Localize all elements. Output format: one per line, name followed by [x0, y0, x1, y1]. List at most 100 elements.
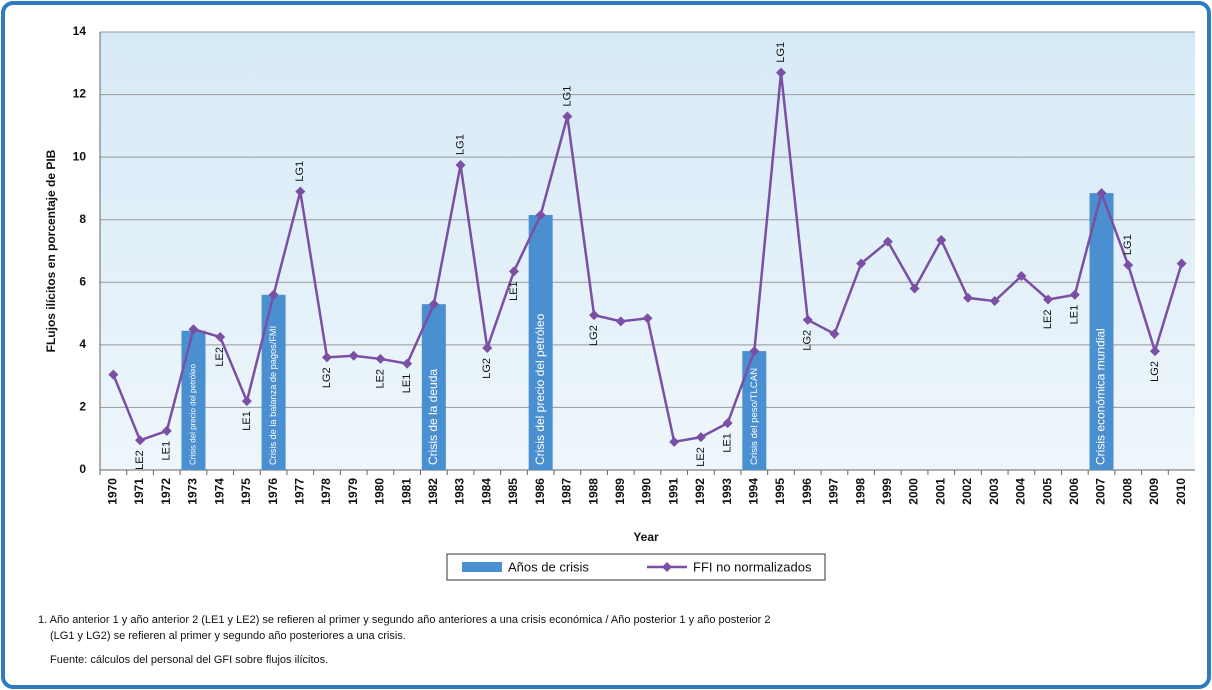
- x-tick-label: 1986: [533, 478, 547, 505]
- y-tick-label: 14: [73, 24, 87, 38]
- y-tick-label: 6: [79, 274, 86, 288]
- x-tick-label: 1992: [693, 478, 707, 505]
- x-tick-label: 1983: [453, 478, 467, 505]
- bar: [1089, 193, 1114, 470]
- x-tick-label: 2000: [907, 478, 921, 505]
- point-label: LG2: [588, 325, 600, 346]
- point: [135, 435, 146, 446]
- note: Fuente: cálculos del personal del GFI so…: [50, 654, 328, 666]
- point: [1149, 346, 1160, 357]
- x-tick-label: 1997: [827, 478, 841, 505]
- point: [188, 324, 199, 335]
- point: [856, 258, 867, 269]
- point: [402, 358, 413, 369]
- point-label: LE1: [161, 441, 173, 461]
- x-tick-label: 1991: [666, 478, 680, 505]
- bar: [421, 304, 446, 470]
- y-tick-label: 0: [79, 462, 86, 476]
- x-tick-label: 1974: [212, 478, 226, 505]
- point-label: LE1: [722, 433, 734, 453]
- point: [268, 289, 279, 300]
- point: [1123, 260, 1134, 271]
- bar-label: Crisis económica mundial: [1094, 328, 1108, 465]
- point: [1016, 271, 1027, 282]
- x-tick-label: 1971: [132, 478, 146, 505]
- point: [589, 310, 600, 321]
- point-label: LG1: [561, 86, 573, 107]
- x-tick-label: 2004: [1014, 478, 1028, 505]
- point-label: LE1: [401, 374, 413, 394]
- point: [909, 283, 920, 294]
- point: [669, 436, 680, 447]
- x-tick-label: 1998: [853, 478, 867, 505]
- bar: [181, 330, 206, 470]
- point: [642, 313, 653, 324]
- point: [802, 314, 813, 325]
- x-tick-label: 1999: [880, 478, 894, 505]
- point-label: LG2: [1149, 361, 1161, 382]
- point-label: LG2: [481, 358, 493, 379]
- point: [241, 396, 252, 407]
- x-tick-label: 1976: [266, 478, 280, 505]
- point-label: LE2: [214, 347, 226, 367]
- point: [482, 342, 493, 353]
- x-tick-label: 1979: [346, 478, 360, 505]
- x-tick-label: 1987: [560, 478, 574, 505]
- point: [535, 210, 546, 221]
- x-tick-label: 1995: [773, 478, 787, 505]
- note: 1. Año anterior 1 y año anterior 2 (LE1 …: [38, 614, 771, 626]
- y-tick-label: 12: [73, 87, 87, 101]
- x-tick-label: 2001: [933, 478, 947, 505]
- x-tick-label: 1975: [239, 478, 253, 505]
- point: [989, 296, 1000, 307]
- point: [108, 369, 119, 380]
- y-tick-label: 8: [79, 212, 86, 226]
- x-tick-label: 1989: [613, 478, 627, 505]
- y-tick-label: 10: [73, 149, 87, 163]
- x-tick-label: 1982: [426, 478, 440, 505]
- point: [295, 186, 306, 197]
- point: [1043, 294, 1054, 305]
- x-tick-label: 2003: [987, 478, 1001, 505]
- x-tick-label: 2010: [1174, 478, 1188, 505]
- legend-label: Años de crisis: [508, 559, 589, 574]
- point-label: LG2: [321, 367, 333, 388]
- x-tick-label: 2007: [1094, 478, 1108, 505]
- point-label: LE2: [134, 450, 146, 470]
- x-tick-label: 1984: [479, 478, 493, 505]
- x-tick-label: 2006: [1067, 478, 1081, 505]
- note: (LG1 y LG2) se refieren al primer y segu…: [50, 630, 406, 642]
- point: [722, 418, 733, 429]
- point: [348, 350, 359, 361]
- x-tick-label: 1977: [292, 478, 306, 505]
- x-tick-label: 1980: [373, 478, 387, 505]
- point: [375, 353, 386, 364]
- x-tick-label: 1985: [506, 478, 520, 505]
- bar-label: Crisis de la deuda: [426, 369, 440, 465]
- x-tick-label: 2008: [1120, 478, 1134, 505]
- x-tick-label: 1988: [586, 478, 600, 505]
- point: [161, 425, 172, 436]
- point: [962, 292, 973, 303]
- y-axis-title: FLujos ilícitos en porcentaje de PIB: [44, 149, 58, 352]
- point: [215, 332, 226, 343]
- point-label: LG1: [775, 42, 787, 63]
- point-label: LG1: [1122, 234, 1134, 255]
- point: [1069, 289, 1080, 300]
- x-axis-title: Year: [633, 530, 659, 544]
- point-label: LG2: [802, 330, 814, 351]
- point: [776, 67, 787, 78]
- point: [1096, 188, 1107, 199]
- bar-label: Crisis del precio del petróleo: [533, 313, 547, 465]
- legend-swatch: [662, 562, 672, 572]
- point: [829, 328, 840, 339]
- x-tick-label: 1993: [720, 478, 734, 505]
- point-label: LE1: [1069, 305, 1081, 325]
- y-tick-label: 2: [79, 400, 86, 414]
- x-tick-label: 1996: [800, 478, 814, 505]
- point: [936, 235, 947, 246]
- legend-swatch: [462, 562, 502, 572]
- legend-box: [446, 553, 826, 581]
- x-tick-label: 1990: [640, 478, 654, 505]
